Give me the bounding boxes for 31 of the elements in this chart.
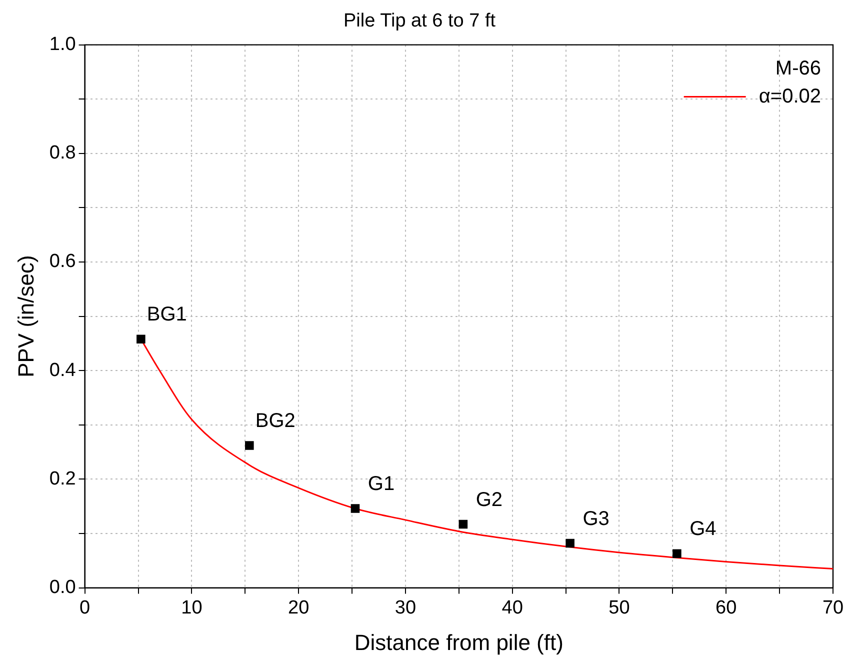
x-tick-label: 0 <box>80 597 90 618</box>
x-tick-label: 20 <box>288 597 310 618</box>
annotation: G2 <box>476 488 503 511</box>
legend-label: α=0.02 <box>758 85 822 108</box>
y-tick-label: 1.0 <box>49 34 76 56</box>
y-tick-label: 0.4 <box>49 360 76 381</box>
point <box>672 549 682 558</box>
x-tick-label: 50 <box>608 597 630 618</box>
y-tick-label: 0.8 <box>49 142 76 164</box>
chart-title: Pile Tip at 6 to 7 ft <box>343 10 496 32</box>
annotation: G4 <box>690 518 716 540</box>
annotation: BG1 <box>146 304 187 326</box>
x-axis-title: Distance from pile (ft) <box>354 630 564 655</box>
x-tick-label: 70 <box>822 597 844 618</box>
annotation: G3 <box>582 508 610 530</box>
x-tick-label: 10 <box>181 597 202 618</box>
x-tick-label: 40 <box>502 597 523 618</box>
y-tick-label: 0.0 <box>49 577 76 598</box>
point <box>350 504 360 513</box>
x-tick-label: 30 <box>394 597 416 618</box>
y-tick-label: 0.2 <box>49 468 76 490</box>
point <box>136 334 146 344</box>
point <box>458 520 468 529</box>
legend-title: M-66 <box>775 57 821 80</box>
x-tick-label: 60 <box>716 597 737 618</box>
annotation: G1 <box>368 473 395 496</box>
point <box>566 538 574 548</box>
point <box>245 441 254 450</box>
y-tick-label: 0.6 <box>49 251 76 272</box>
annotation: BG2 <box>255 410 296 432</box>
y-axis-title: PPV (in/sec) <box>13 255 38 378</box>
